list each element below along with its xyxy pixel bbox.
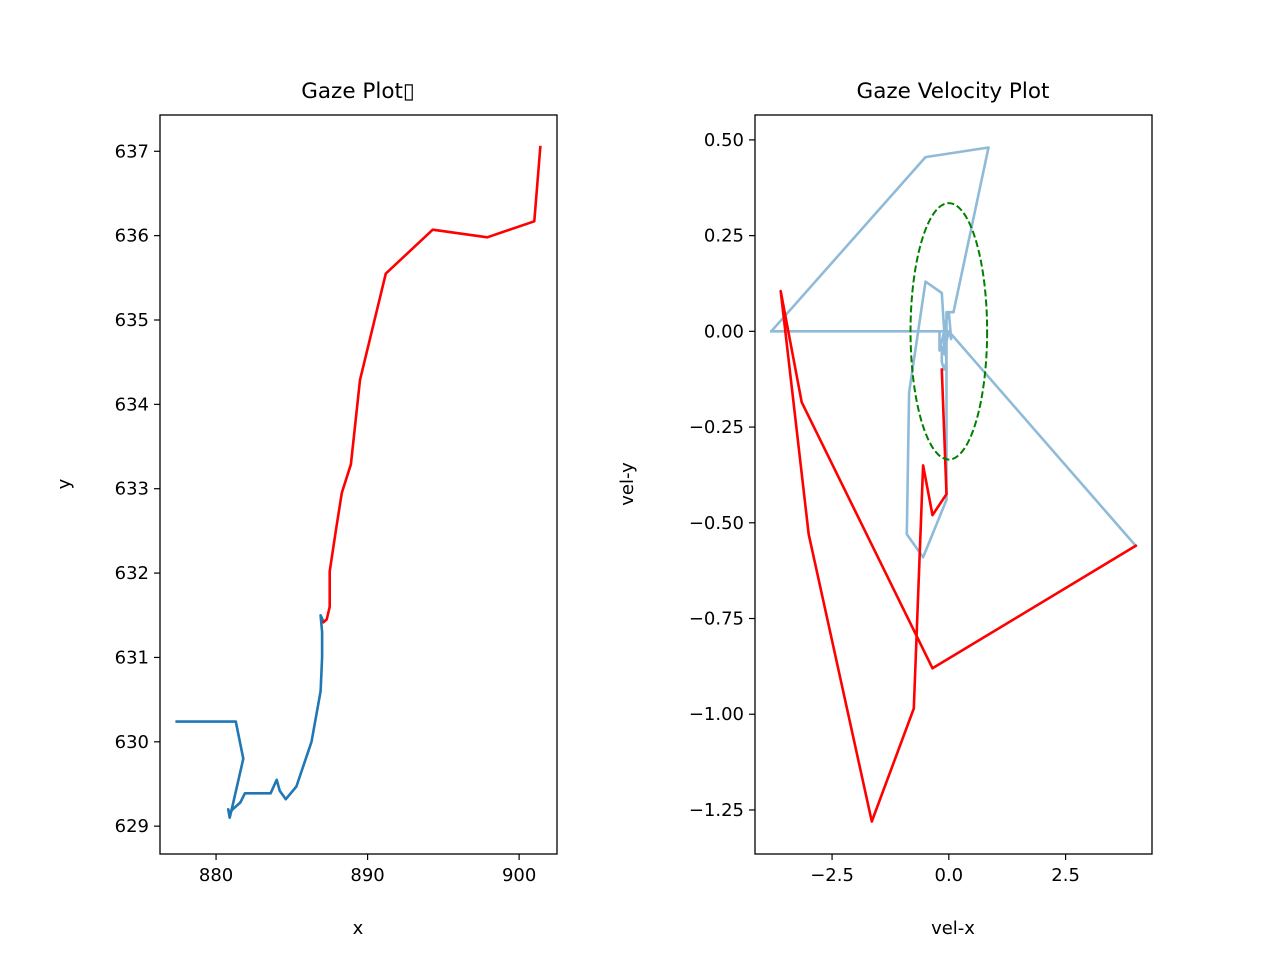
gaze-plot-x-tick-label: 890 — [350, 865, 384, 886]
gaze-velocity-plot-dashed-ellipse — [909, 202, 989, 461]
gaze-velocity-plot-y-tick-label: 0.00 — [704, 321, 744, 342]
gaze-velocity-plot-y-tick-label: −0.75 — [689, 609, 744, 630]
gaze-plot-y-tick-label: 629 — [115, 816, 149, 837]
gaze-plot-y-tick-label: 636 — [115, 226, 149, 247]
gaze-velocity-plot-frame — [754, 114, 1153, 855]
gaze-velocity-plot-y-tick-label: −1.00 — [689, 704, 744, 725]
gaze-velocity-plot-series-line-1 — [779, 289, 1138, 823]
gaze-plot-y-tick-label: 630 — [115, 732, 149, 753]
gaze-velocity-plot-y-tick-label: 0.50 — [704, 130, 744, 151]
gaze-plot-axes: Gaze Plot▯ 880 890 900 6296306316326336346… — [54, 79, 558, 939]
gaze-velocity-plot-y-tick-label: −1.25 — [689, 800, 744, 821]
gaze-velocity-plot-x-label: vel-x — [931, 918, 975, 939]
gaze-plot-series — [175, 145, 542, 820]
gaze-plot-x-tick-label: 900 — [502, 865, 536, 886]
gaze-velocity-plot-x-ticks: −2.5 0.0 2.5 — [810, 854, 1080, 886]
gaze-plot-y-tick-label: 635 — [115, 310, 149, 331]
gaze-velocity-plot-y-label: vel-y — [617, 462, 638, 506]
gaze-velocity-plot-series — [769, 146, 1138, 823]
gaze-plot-y-tick-label: 632 — [115, 563, 149, 584]
gaze-velocity-plot-x-tick-label: 2.5 — [1051, 865, 1080, 886]
gaze-velocity-plot-y-ticks: 0.50 0.25 0.00 −0.25 −0.50 −0.75 −1.00 −1.25 — [689, 130, 755, 821]
gaze-velocity-plot-y-tick-label: −0.50 — [689, 513, 744, 534]
gaze-plot-title: Gaze Plot▯ — [301, 79, 415, 104]
gaze-plot-y-ticks: 629 630 631 632 633 634 635 636 637 — [115, 141, 160, 837]
gaze-plot-y-tick-label: 633 — [115, 479, 149, 500]
gaze-plot-x-tick-label: 880 — [199, 865, 233, 886]
gaze-plot-y-label: y — [54, 478, 75, 489]
gaze-velocity-plot-title: Gaze Velocity Plot — [857, 79, 1050, 104]
gaze-plot-y-tick-label: 637 — [115, 141, 149, 162]
gaze-velocity-plot-x-tick-label: 0.0 — [935, 865, 964, 886]
gaze-velocity-plot-axes: Gaze Velocity Plot −2.5 0.0 2.5 0.500.250.… — [617, 79, 1153, 939]
gaze-plot-y-tick-label: 634 — [115, 394, 149, 415]
gaze-plot-y-tick-label: 631 — [115, 647, 149, 668]
gaze-velocity-plot-y-tick-label: 0.25 — [704, 226, 744, 247]
gaze-plot-series-line-1 — [321, 145, 542, 624]
gaze-velocity-plot-x-tick-label: −2.5 — [810, 865, 854, 886]
gaze-plot-frame — [159, 114, 558, 855]
gaze-plot-x-label: x — [353, 918, 364, 939]
gaze-velocity-plot-series-line-0 — [769, 146, 1138, 559]
gaze-plot-x-ticks: 880 890 900 — [199, 854, 536, 886]
gaze-velocity-plot-y-tick-label: −0.25 — [689, 417, 744, 438]
gaze-plot-series-line-0 — [175, 613, 326, 820]
